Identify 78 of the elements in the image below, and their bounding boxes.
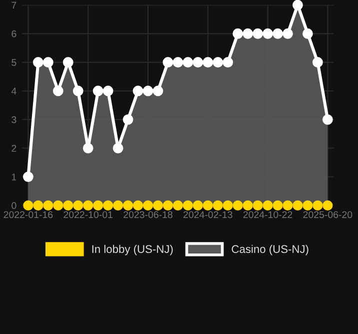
legend-label: Casino (US-NJ) (232, 244, 308, 256)
point (132, 86, 144, 96)
point (122, 114, 134, 125)
point (312, 57, 323, 68)
x-tick-label: 2024-10-22 (243, 211, 292, 218)
point (82, 142, 94, 154)
point (192, 200, 203, 210)
point (92, 86, 104, 96)
point (222, 57, 234, 68)
point (102, 86, 114, 96)
point (322, 200, 333, 210)
y-tick-label: 0 (12, 202, 16, 210)
point (232, 200, 243, 210)
point (62, 57, 74, 68)
point (282, 28, 293, 39)
point (23, 200, 34, 210)
legend-label: In lobby (US-NJ) (92, 244, 173, 256)
point (212, 57, 224, 68)
point (202, 200, 213, 210)
point (132, 200, 144, 210)
point (72, 86, 84, 96)
point (63, 200, 74, 210)
point (112, 142, 124, 154)
y-tick-label: 6 (12, 30, 16, 38)
point (192, 57, 204, 68)
point (52, 86, 64, 96)
point (242, 28, 254, 39)
point (112, 200, 124, 210)
x-tick-label: 2025-06-20 (303, 211, 352, 218)
y-tick-label: 3 (12, 116, 16, 124)
point (272, 28, 283, 39)
point (292, 200, 303, 210)
point (73, 200, 84, 210)
x-tick-label: 2022-01-16 (4, 211, 53, 218)
point (232, 28, 244, 39)
point (152, 200, 164, 210)
y-tick-label: 5 (12, 59, 16, 66)
x-tick-label: 2022-10-01 (64, 211, 112, 218)
point (142, 86, 154, 96)
point (172, 57, 184, 68)
point (242, 200, 253, 210)
y-tick-label: 1 (12, 174, 16, 180)
point (32, 57, 44, 68)
point (202, 57, 214, 68)
point (43, 200, 54, 210)
point (162, 57, 174, 68)
point (162, 200, 174, 210)
point (212, 200, 223, 210)
point (282, 200, 293, 210)
point (53, 200, 64, 210)
point (322, 114, 333, 125)
point (122, 200, 134, 210)
point (152, 86, 164, 96)
point (252, 28, 263, 39)
point (182, 200, 193, 210)
point (262, 28, 273, 39)
point (292, 0, 303, 10)
point (22, 172, 34, 182)
point (82, 200, 94, 210)
y-tick-label: 2 (12, 144, 16, 152)
point (302, 200, 313, 210)
y-tick-label: 4 (11, 88, 16, 94)
point (92, 200, 104, 210)
y-tick-label: 7 (12, 2, 16, 9)
point (272, 200, 283, 210)
point (312, 200, 323, 210)
point (252, 200, 263, 210)
x-tick-label: 2023-06-18 (124, 211, 172, 218)
x-tick-label: 2024-02-13 (184, 211, 232, 218)
point (222, 200, 233, 210)
point (302, 28, 313, 39)
point (182, 57, 194, 68)
point (33, 200, 44, 210)
point (142, 200, 154, 210)
point (262, 200, 273, 210)
point (42, 57, 54, 68)
point (172, 200, 184, 210)
point (102, 200, 114, 210)
